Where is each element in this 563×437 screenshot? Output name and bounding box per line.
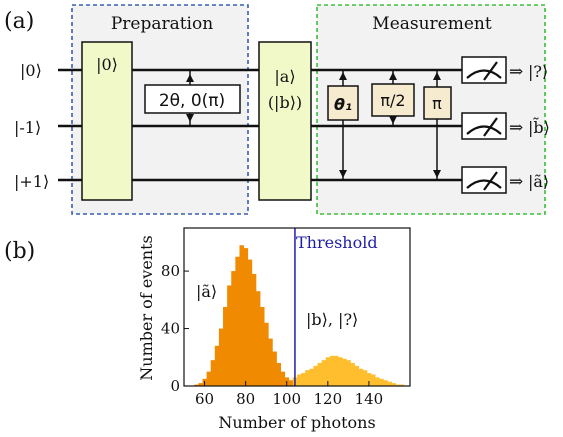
hist-bar-left xyxy=(243,248,249,386)
rotation-gate xyxy=(144,84,241,114)
hist-bar-right xyxy=(309,368,314,386)
hist-left-label: |ã⟩ xyxy=(196,282,217,301)
hist-bar-right xyxy=(333,355,339,386)
y-tick-label: 0 xyxy=(170,377,180,395)
hist-bar-left xyxy=(255,291,261,386)
hist-bar-right xyxy=(370,374,376,386)
histogram: 60 80 100 120 140 0 40 80 xyxy=(161,227,411,408)
measurement-title: Measurement xyxy=(372,14,492,34)
output-label-0: |?⟩ xyxy=(528,62,548,81)
hist-bar-right xyxy=(387,381,392,386)
pi-gate-label: π xyxy=(432,94,442,113)
hist-right-label: |b⟩, |?⟩ xyxy=(306,310,358,329)
histogram-bars xyxy=(194,245,405,386)
output-label-minus1: |b̃⟩ xyxy=(528,117,550,137)
y-ticks: 0 40 80 xyxy=(161,262,189,395)
meter-icon-minus1 xyxy=(461,112,507,140)
y-axis-label: Number of events xyxy=(137,235,156,380)
hist-bar-right xyxy=(301,373,306,386)
hist-bar-left xyxy=(280,371,286,386)
hist-bar-right xyxy=(329,355,335,386)
theta1-gate xyxy=(327,85,359,121)
hist-bar-left xyxy=(206,371,212,386)
hist-bar-right xyxy=(321,360,327,386)
x-axis-label: Number of photons xyxy=(218,413,375,432)
hist-bar-right xyxy=(325,357,331,386)
y-tick-label: 40 xyxy=(161,320,180,338)
hist-bar-left xyxy=(210,360,216,386)
plot-frame xyxy=(183,227,411,387)
meter-icon-0 xyxy=(461,56,507,84)
hist-bar-right xyxy=(338,357,343,386)
hist-bar-right xyxy=(379,378,384,386)
hist-bar-left xyxy=(276,363,281,386)
rotation-gate-label: 2θ, 0(π) xyxy=(159,91,225,111)
preparation-title: Preparation xyxy=(111,14,213,34)
pi-gate xyxy=(423,86,452,120)
output-arrow-0: ⇒ xyxy=(509,62,523,82)
hist-bar-left xyxy=(268,338,273,386)
hist-bar-right xyxy=(317,363,323,386)
hist-bar-left xyxy=(194,384,199,386)
x-ticks: 60 80 100 120 140 xyxy=(195,381,383,408)
hist-bar-right xyxy=(346,360,351,386)
hist-bar-left xyxy=(260,307,265,386)
meter-icon-plus1 xyxy=(461,166,507,194)
panel-b-label: (b) xyxy=(4,239,35,264)
theta1-gate-label: θ₁ xyxy=(334,95,352,114)
hist-bar-right xyxy=(383,380,388,386)
hist-bar-right xyxy=(313,365,318,386)
hist-bar-left xyxy=(227,285,232,386)
hist-bar-left xyxy=(251,273,257,386)
halfpi-gate xyxy=(371,83,415,117)
hist-bar-left xyxy=(247,259,253,386)
hist-bar-right xyxy=(297,374,302,386)
x-tick-label: 80 xyxy=(236,390,255,408)
qubit-label-0: |0⟩ xyxy=(20,61,42,80)
hist-bar-right xyxy=(399,384,405,386)
hist-bar-left xyxy=(288,380,294,386)
hist-bar-left xyxy=(231,271,236,386)
state-gate-line2: (|b⟩) xyxy=(268,93,302,112)
hist-bar-left xyxy=(272,351,277,386)
hist-bar-right xyxy=(358,368,364,386)
hist-bar-left xyxy=(218,328,224,386)
hist-bar-left xyxy=(198,383,203,386)
y-tick-label: 80 xyxy=(161,262,180,280)
hist-bar-left xyxy=(239,245,244,386)
x-tick-label: 60 xyxy=(195,390,214,408)
halfpi-gate-label: π/2 xyxy=(380,91,405,110)
hist-bar-right xyxy=(395,384,401,386)
output-arrow-plus1: ⇒ xyxy=(509,172,523,192)
x-tick-label: 120 xyxy=(313,390,342,408)
qubit-label-plus1: |+1⟩ xyxy=(14,172,49,191)
threshold-label: Threshold xyxy=(296,233,378,252)
output-label-plus1: |ã⟩ xyxy=(528,172,549,191)
hist-bar-right xyxy=(354,365,360,386)
x-tick-label: 100 xyxy=(272,390,301,408)
panel-a-label: (a) xyxy=(4,9,34,34)
hist-bar-right xyxy=(350,363,355,386)
hist-bar-left xyxy=(223,307,228,386)
hist-bar-right xyxy=(366,373,372,386)
hist-bar-left xyxy=(214,345,220,386)
hist-bar-right xyxy=(362,370,368,386)
hist-bar-right xyxy=(391,383,397,386)
hist-bar-left xyxy=(235,256,240,386)
init-gate xyxy=(81,41,133,201)
hist-bar-right xyxy=(342,358,347,386)
output-arrow-minus1: ⇒ xyxy=(509,118,523,138)
init-gate-label: |0⟩ xyxy=(96,55,118,74)
state-gate xyxy=(258,41,312,201)
qubit-label-minus1: |-1⟩ xyxy=(14,118,41,137)
hist-bar-left xyxy=(264,322,269,386)
x-tick-label: 140 xyxy=(355,390,384,408)
hist-bar-right xyxy=(375,377,380,386)
state-gate-line1: |a⟩ xyxy=(274,67,295,86)
hist-bar-right xyxy=(305,370,310,386)
